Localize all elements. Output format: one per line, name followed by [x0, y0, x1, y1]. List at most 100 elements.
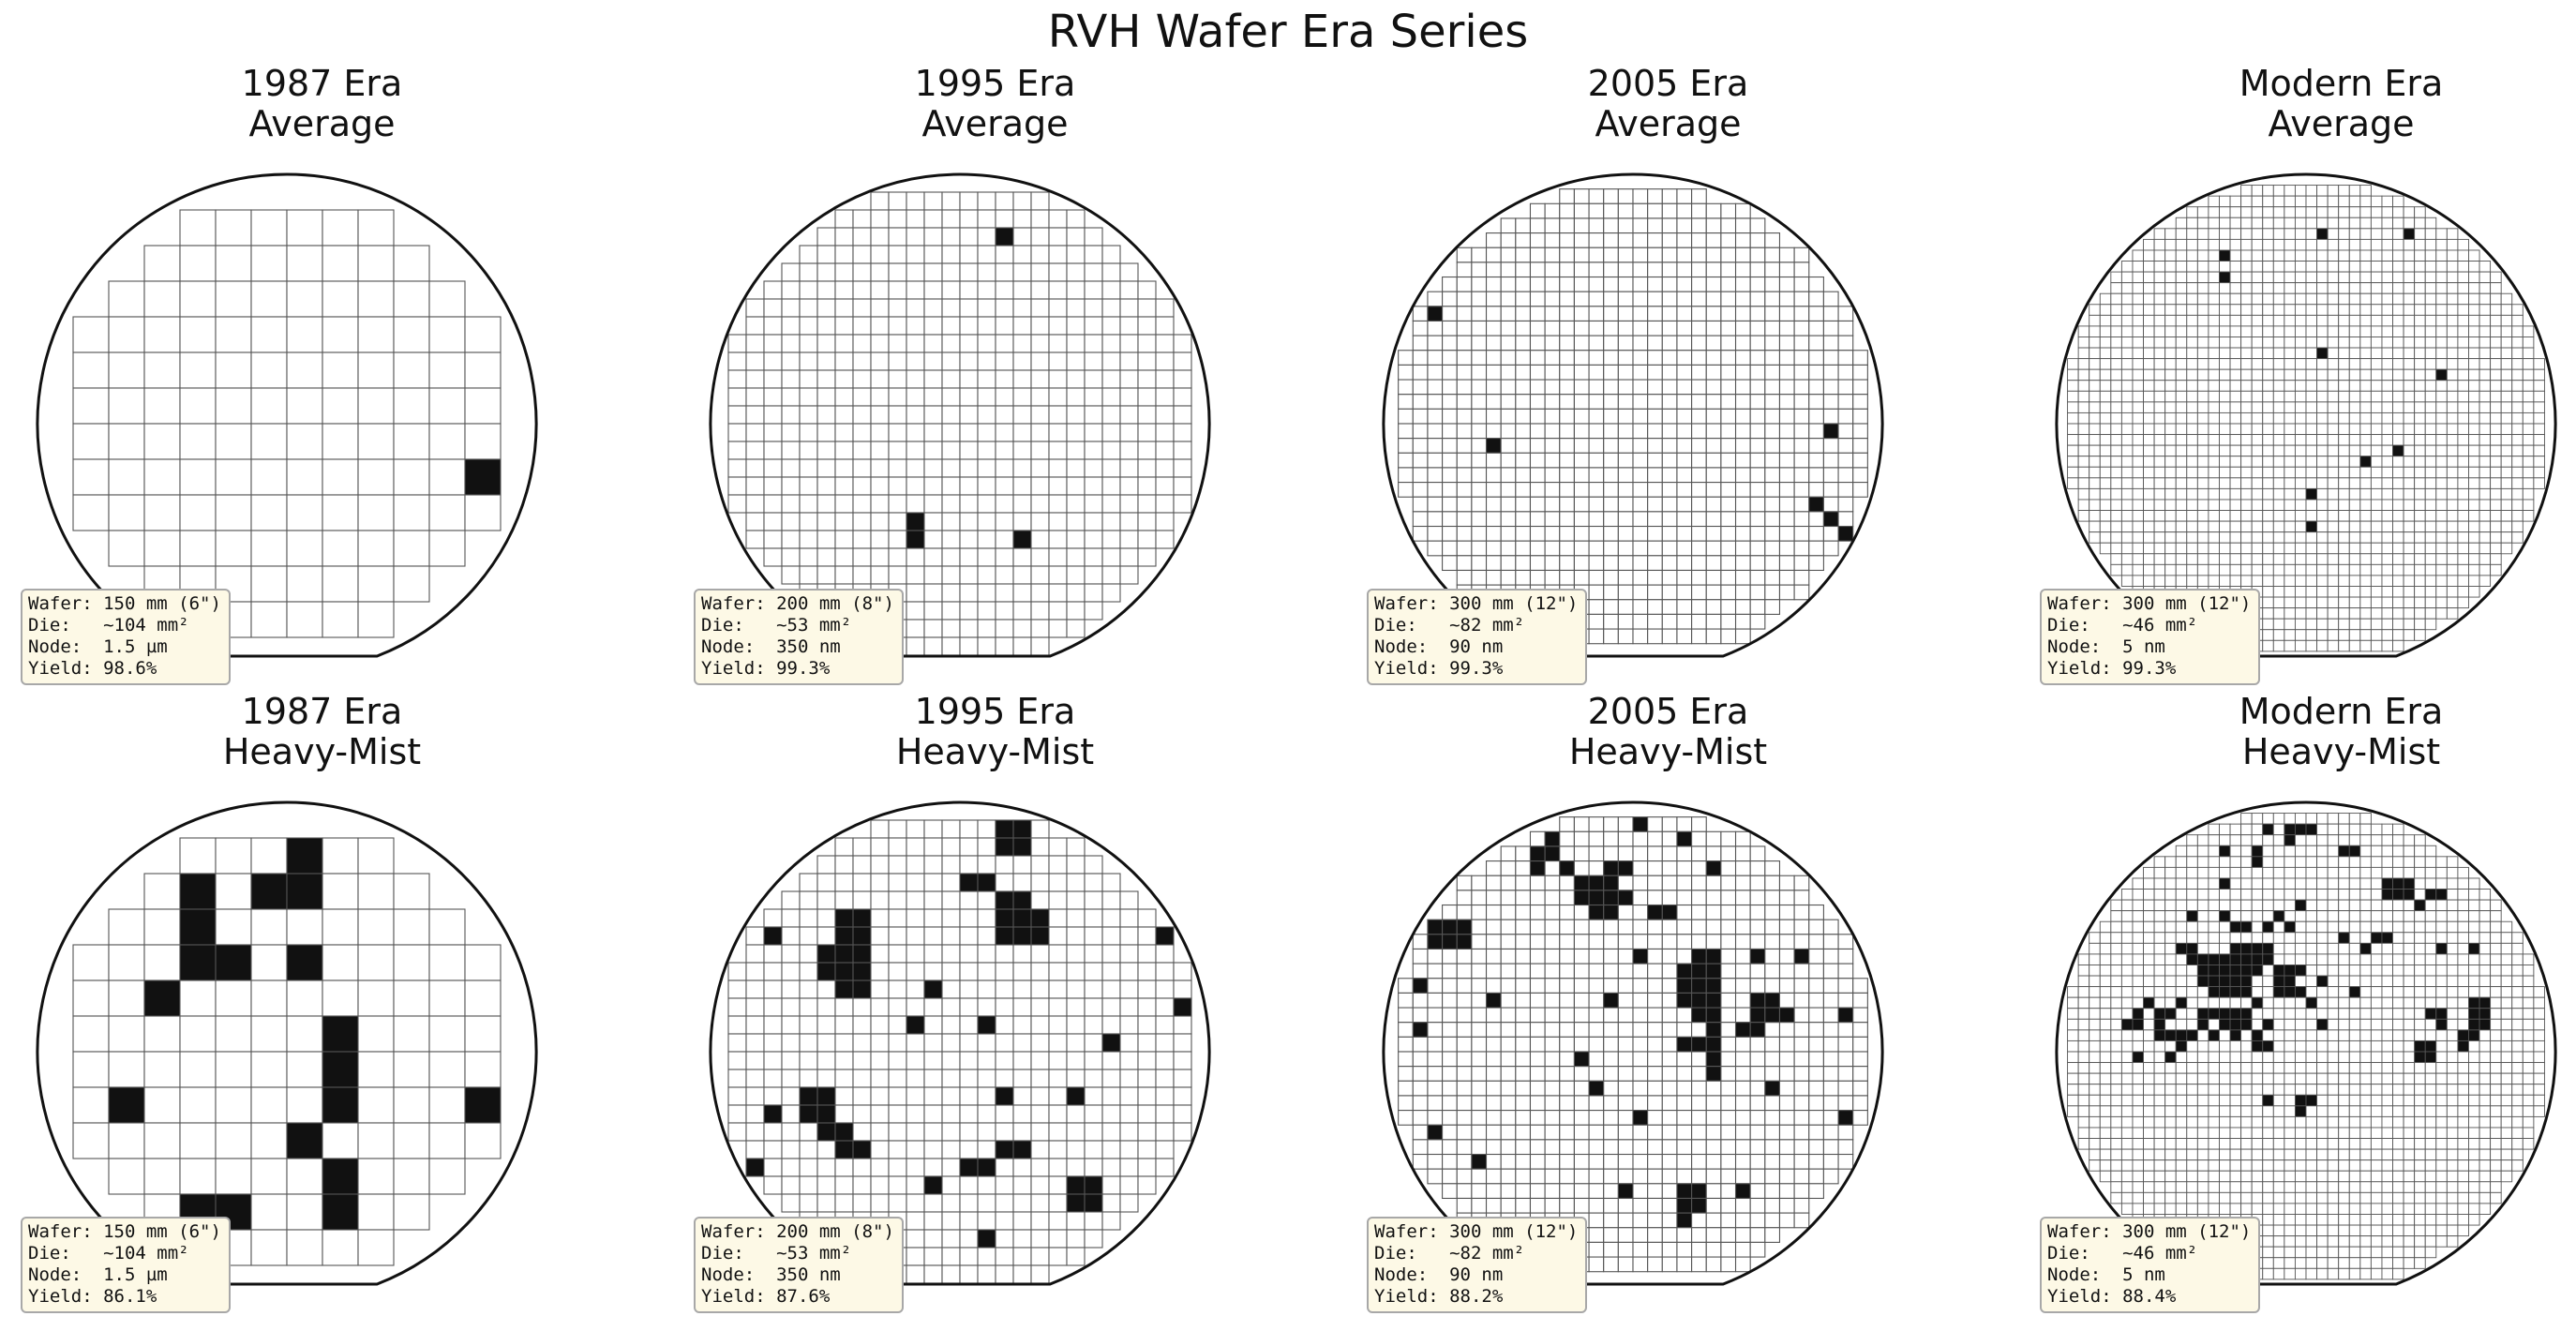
defect-die — [906, 512, 925, 531]
die-cell — [1573, 467, 1590, 484]
die-cell — [1442, 423, 1458, 440]
die-cell — [2240, 823, 2253, 836]
die-cell — [2327, 596, 2340, 609]
die-cell — [1793, 1124, 1810, 1141]
die-cell — [2305, 228, 2318, 240]
die-cell — [2153, 477, 2166, 489]
die-cell — [1720, 408, 1737, 425]
die-cell — [2164, 292, 2177, 306]
die-cell — [1030, 1247, 1050, 1266]
die-cell — [1617, 291, 1634, 307]
die-cell — [1485, 276, 1502, 292]
die-cell — [2316, 877, 2329, 890]
die-cell — [1632, 1007, 1649, 1024]
die-cell — [799, 944, 818, 964]
die-cell — [888, 476, 907, 496]
die-cell — [2196, 520, 2209, 533]
die-cell — [1734, 247, 1751, 263]
defect-die — [816, 944, 836, 964]
die-cell — [2392, 629, 2404, 641]
die-cell — [2240, 866, 2253, 879]
die-cell — [1661, 1197, 1678, 1214]
die-cell — [2089, 456, 2101, 468]
die-cell — [2089, 942, 2101, 955]
die-cell — [959, 1069, 979, 1088]
die-cell — [763, 458, 783, 478]
die-cell — [1412, 1110, 1429, 1126]
die-cell — [2262, 401, 2274, 413]
die-cell — [1808, 555, 1824, 572]
die-cell — [2392, 531, 2404, 544]
die-cell — [1603, 379, 1619, 396]
defect-die — [1442, 934, 1458, 950]
defect-die — [959, 873, 979, 892]
die-cell — [1632, 890, 1649, 906]
die-cell — [2284, 380, 2296, 392]
wafer-map — [1382, 800, 1884, 1286]
die-cell — [1617, 350, 1634, 366]
die-cell — [745, 962, 765, 981]
die-cell — [1647, 276, 1663, 292]
die-cell — [1822, 1168, 1839, 1185]
die-cell — [870, 334, 890, 353]
die-cell — [1544, 1080, 1561, 1097]
die-cell — [977, 837, 996, 857]
die-cell — [2143, 910, 2155, 922]
die-cell — [2110, 520, 2122, 533]
die-cell — [1691, 379, 1707, 396]
die-cell — [2446, 325, 2459, 337]
die-cell — [1412, 1124, 1429, 1141]
die-cell — [1632, 511, 1649, 528]
die-cell — [1632, 1183, 1649, 1200]
die-cell — [2240, 542, 2253, 555]
die-cell — [2164, 477, 2177, 489]
die-cell — [1529, 423, 1546, 440]
die-cell — [1066, 334, 1086, 353]
die-cell — [1559, 1095, 1575, 1112]
die-cell — [2392, 866, 2404, 879]
die-cell — [1559, 1183, 1575, 1200]
die-cell — [215, 1051, 252, 1088]
die-cell — [2175, 444, 2188, 457]
die-cell — [1101, 351, 1121, 371]
die-cell — [2338, 607, 2350, 620]
die-cell — [888, 890, 907, 910]
die-cell — [2175, 347, 2188, 360]
die-cell — [2316, 834, 2329, 846]
die-cell — [941, 512, 961, 531]
die-cell — [1412, 423, 1429, 440]
die-cell — [1515, 904, 1532, 920]
die-cell — [977, 1104, 996, 1124]
die-cell — [1778, 1080, 1795, 1097]
die-cell — [2294, 466, 2307, 479]
die-cell — [2348, 596, 2361, 609]
die-cell — [2262, 596, 2274, 609]
die-cell — [852, 547, 872, 567]
die-cell — [2208, 575, 2220, 587]
die-cell — [1485, 291, 1502, 307]
die-cell — [977, 387, 996, 407]
die-cell — [1529, 306, 1546, 322]
die-cell — [2153, 910, 2166, 922]
die-cell — [2132, 358, 2144, 370]
die-cell — [2457, 542, 2469, 555]
die-cell — [1691, 202, 1707, 219]
die-cell — [1456, 525, 1473, 542]
die-cell — [2479, 292, 2492, 306]
die-cell — [1734, 364, 1751, 381]
die-cell — [2251, 899, 2264, 912]
defect-die — [2381, 889, 2393, 901]
die-cell — [1705, 467, 1722, 484]
die-cell — [2251, 282, 2264, 294]
die-cell — [1720, 217, 1737, 234]
die-cell — [1500, 904, 1517, 920]
die-cell — [923, 997, 943, 1017]
die-cell — [179, 351, 217, 389]
die-cell — [2305, 563, 2318, 576]
die-cell — [2110, 942, 2122, 955]
die-cell — [1764, 423, 1781, 440]
die-cell — [977, 1033, 996, 1053]
die-cell — [1155, 316, 1175, 336]
die-cell — [763, 387, 783, 407]
die-cell — [1544, 1139, 1561, 1156]
